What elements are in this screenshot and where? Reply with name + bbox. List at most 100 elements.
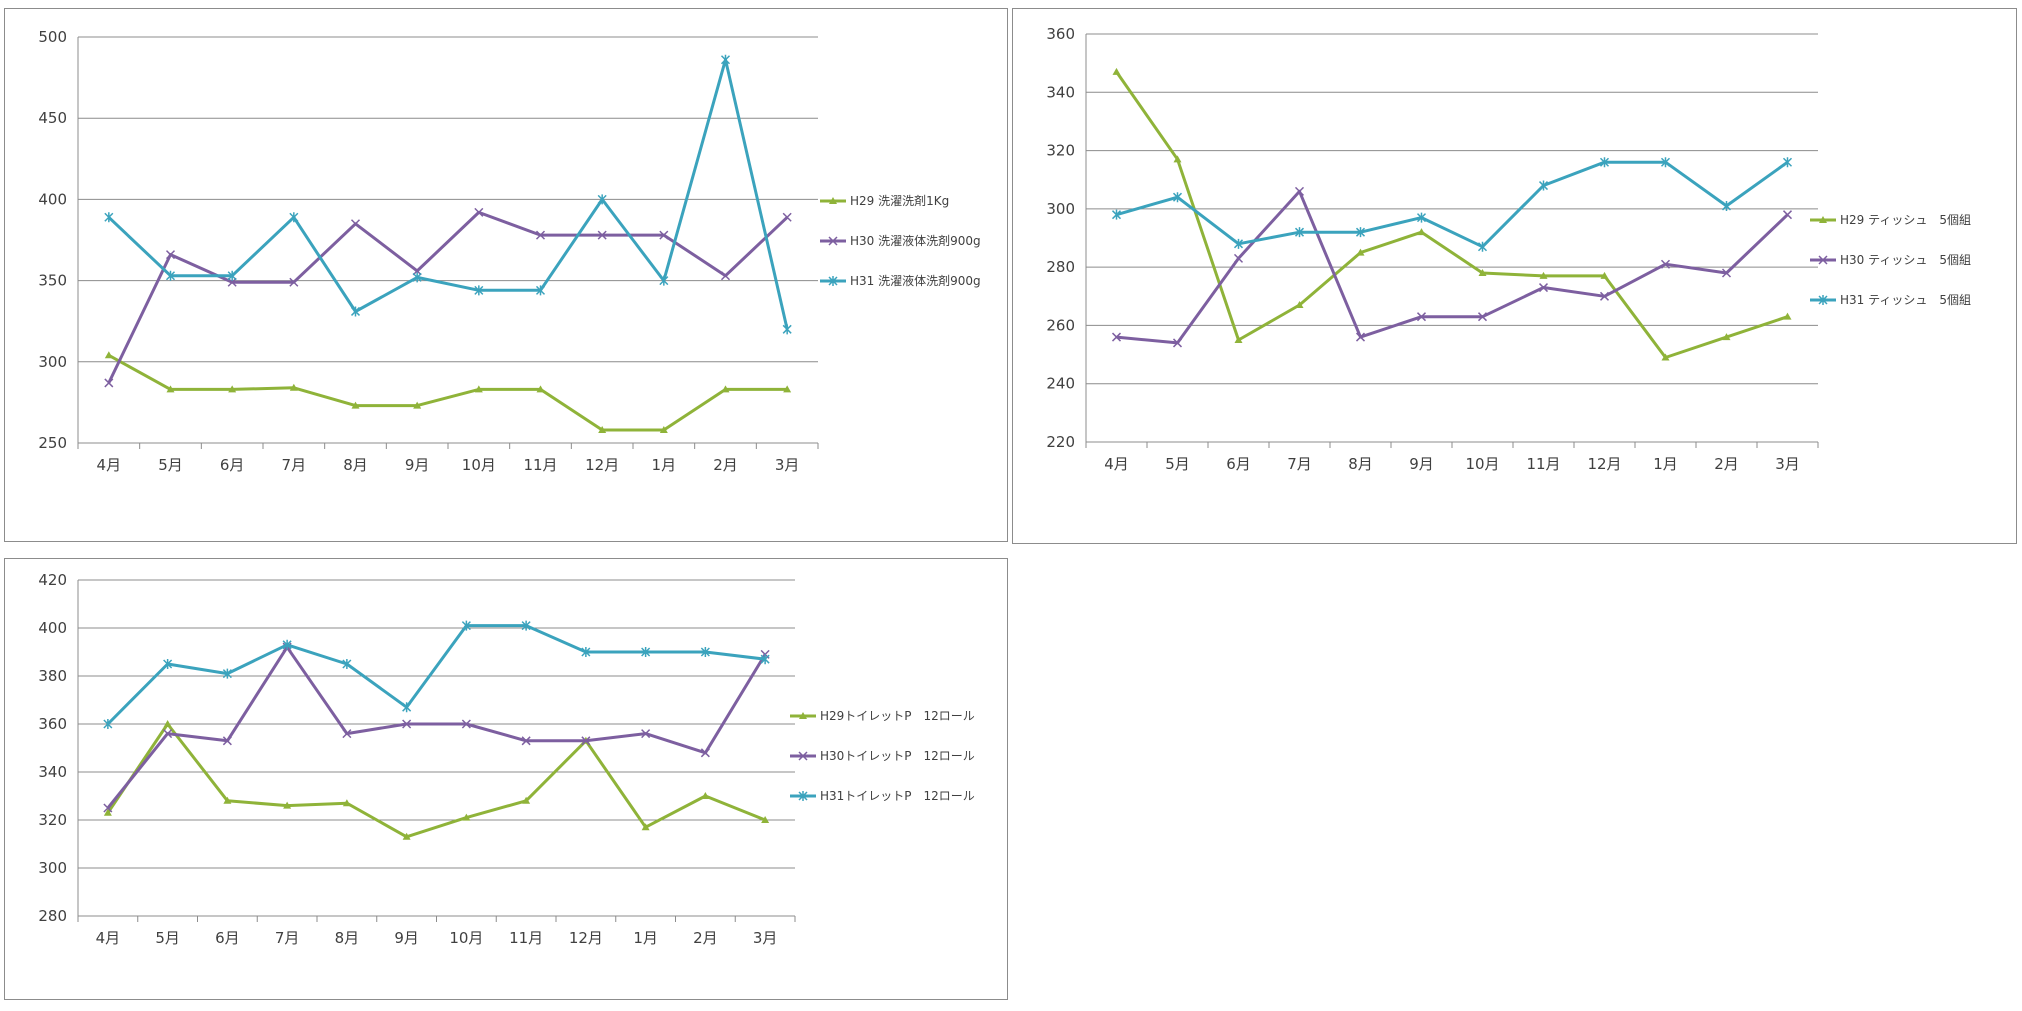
data-point xyxy=(641,647,651,657)
data-point xyxy=(1721,200,1732,211)
x-tick-label: 4月 xyxy=(97,456,122,474)
data-point xyxy=(1234,336,1243,343)
data-point xyxy=(282,639,292,650)
data-point xyxy=(163,720,172,727)
legend-label: H31 ティッシュ 5個組 xyxy=(1840,293,1971,307)
data-point xyxy=(228,385,237,393)
data-point xyxy=(474,207,484,217)
series-line-2 xyxy=(1116,189,1789,345)
data-point xyxy=(222,668,232,679)
data-point xyxy=(351,401,360,409)
legend-marker xyxy=(1819,216,1827,223)
data-point xyxy=(1173,155,1182,163)
legend-marker xyxy=(798,791,808,801)
legend-marker xyxy=(1818,295,1828,305)
series-line-1 xyxy=(106,722,766,839)
data-point xyxy=(1599,157,1610,168)
legend-label: H31トイレットP 12ロール xyxy=(820,789,975,803)
series-line-2 xyxy=(107,210,789,384)
data-point xyxy=(760,654,770,665)
legend-label: H29トイレットP 12ロール xyxy=(820,709,975,723)
x-tick-label: 5月 xyxy=(155,929,180,947)
data-point xyxy=(223,796,232,804)
x-tick-label: 2月 xyxy=(693,929,718,947)
data-point xyxy=(659,230,669,240)
data-point xyxy=(1416,212,1427,223)
data-point xyxy=(104,351,113,359)
series-line-3 xyxy=(107,58,789,330)
data-point xyxy=(1294,186,1305,196)
data-point xyxy=(700,748,710,758)
series-line-3 xyxy=(1116,160,1789,249)
x-tick-label: 11月 xyxy=(509,929,543,947)
legend-marker xyxy=(829,197,837,204)
data-point xyxy=(104,212,114,223)
data-point xyxy=(535,230,546,240)
data-point xyxy=(283,801,292,809)
data-point xyxy=(641,823,650,831)
data-point xyxy=(1782,210,1793,220)
x-tick-label: 9月 xyxy=(394,929,419,947)
data-point xyxy=(1661,353,1670,361)
x-tick-label: 3月 xyxy=(753,929,778,947)
x-tick-label: 12月 xyxy=(1587,455,1621,473)
y-tick-label: 320 xyxy=(38,811,67,829)
data-point xyxy=(289,277,299,287)
data-point xyxy=(720,54,731,65)
x-tick-label: 9月 xyxy=(405,456,430,474)
data-point xyxy=(412,272,422,283)
data-point xyxy=(222,736,232,746)
data-point xyxy=(1233,253,1244,263)
series-line-1 xyxy=(108,353,788,432)
legend-marker xyxy=(828,236,838,246)
x-tick-label: 6月 xyxy=(215,929,240,947)
y-tick-label: 350 xyxy=(38,272,67,290)
x-tick-label: 2月 xyxy=(713,456,738,474)
data-point xyxy=(1721,268,1732,278)
data-point xyxy=(1722,333,1731,341)
x-tick-label: 7月 xyxy=(282,456,307,474)
x-tick-label: 7月 xyxy=(1287,455,1312,473)
data-point xyxy=(597,230,607,240)
x-tick-label: 3月 xyxy=(775,456,800,474)
legend-marker xyxy=(799,712,807,719)
data-point xyxy=(1233,238,1244,249)
data-point xyxy=(402,702,412,713)
x-tick-label: 8月 xyxy=(335,929,360,947)
data-point xyxy=(342,729,352,739)
data-point xyxy=(1172,192,1183,203)
data-point xyxy=(165,250,176,260)
data-point xyxy=(521,620,531,631)
x-tick-label: 2月 xyxy=(1714,455,1739,473)
data-point xyxy=(1295,301,1304,309)
y-tick-label: 280 xyxy=(1046,258,1075,276)
data-point xyxy=(462,813,471,821)
data-point xyxy=(1294,227,1305,238)
data-point xyxy=(720,271,731,281)
legend-marker xyxy=(1818,255,1828,265)
data-point xyxy=(165,270,176,281)
data-point xyxy=(782,324,792,335)
legend-label: H29 洗濯洗剤1Kg xyxy=(850,193,949,208)
data-point xyxy=(1477,312,1488,322)
data-point xyxy=(783,385,792,393)
data-point xyxy=(1111,209,1122,220)
data-point xyxy=(103,808,112,816)
x-tick-label: 12月 xyxy=(569,929,603,947)
x-tick-label: 5月 xyxy=(1165,455,1190,473)
data-point xyxy=(461,620,471,631)
y-tick-label: 280 xyxy=(38,907,67,925)
y-tick-label: 420 xyxy=(38,571,67,589)
y-tick-label: 400 xyxy=(38,619,67,637)
series-line-1 xyxy=(1115,71,1788,359)
x-tick-label: 10月 xyxy=(449,929,483,947)
y-tick-label: 220 xyxy=(1046,433,1075,451)
legend-label: H31 洗濯液体洗剤900g xyxy=(850,273,981,288)
y-tick-label: 250 xyxy=(38,434,67,452)
data-point xyxy=(581,647,591,657)
data-point xyxy=(103,803,113,813)
legend-label: H30 ティッシュ 5個組 xyxy=(1840,253,1971,267)
y-tick-label: 320 xyxy=(1046,142,1075,160)
data-point xyxy=(289,383,298,391)
data-point xyxy=(1783,312,1792,320)
